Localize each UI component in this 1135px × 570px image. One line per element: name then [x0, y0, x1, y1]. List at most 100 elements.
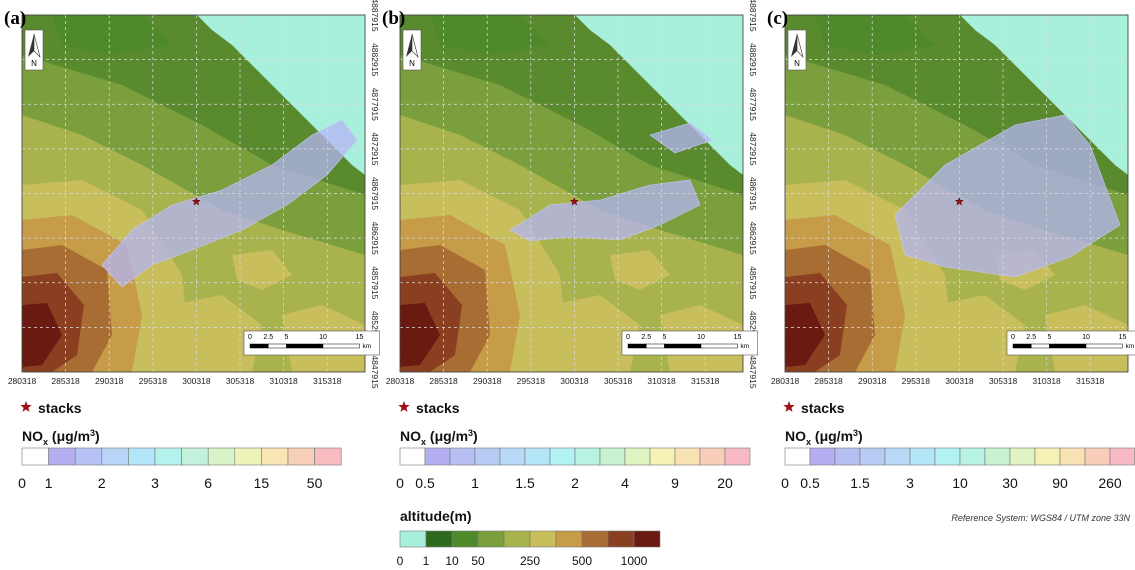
legend-label: 2 — [98, 475, 106, 491]
y-tick-label: 4847915 — [370, 355, 380, 388]
x-tick-label: 300318 — [945, 376, 974, 386]
legend-swatch — [575, 448, 600, 465]
y-tick-label: 4862915 — [370, 222, 380, 255]
x-tick-label: 310318 — [1032, 376, 1061, 386]
reference-system: Reference System: WGS84 / UTM zone 33N — [951, 513, 1130, 523]
legend-label: 0 — [396, 475, 404, 491]
altitude-label: 250 — [520, 554, 540, 568]
altitude-label: 50 — [471, 554, 485, 568]
panel-label: (a) — [4, 8, 26, 29]
x-tick-label: 280318 — [771, 376, 800, 386]
legend-title-part: (μg/m — [811, 428, 853, 444]
scale-bar-label: 15 — [356, 334, 364, 341]
legend-swatch — [525, 448, 550, 465]
legend-swatch — [985, 448, 1010, 465]
scale-bar-segment — [1031, 344, 1049, 348]
legend-swatch — [182, 448, 209, 465]
legend-label: 1.5 — [850, 475, 870, 491]
legend-label: 1 — [45, 475, 53, 491]
legend-swatch — [1060, 448, 1085, 465]
legend-swatch — [1085, 448, 1110, 465]
legend-title: NOx (μg/m3) — [785, 428, 863, 447]
altitude-label: 500 — [572, 554, 592, 568]
x-tick-label: 285318 — [51, 376, 80, 386]
scale-bar-label: 10 — [697, 334, 705, 341]
x-tick-label: 290318 — [858, 376, 887, 386]
altitude-swatch — [634, 531, 660, 547]
scale-bar-segment — [1013, 344, 1031, 348]
legend-label: 1 — [471, 475, 479, 491]
legend-title-part: ) — [95, 428, 100, 444]
scale-bar-segment — [1050, 344, 1087, 348]
x-tick-label: 295318 — [139, 376, 168, 386]
scale-bar-segment — [628, 344, 646, 348]
legend-swatch — [935, 448, 960, 465]
legend-swatch — [75, 448, 102, 465]
scale-bar-segment — [323, 344, 360, 348]
legend-swatch — [49, 448, 76, 465]
legend-stack-marker — [783, 401, 794, 412]
legend-label: 3 — [151, 475, 159, 491]
altitude-label: 1 — [423, 554, 430, 568]
y-tick-label: 4872915 — [370, 132, 380, 165]
legend-swatch — [700, 448, 725, 465]
page: 2803182853182903182953183003183053183103… — [0, 0, 1135, 570]
north-label: N — [409, 59, 415, 68]
scale-bar-label: 2.5 — [263, 334, 273, 341]
legend-swatch — [315, 448, 342, 465]
scale-bar-segment — [268, 344, 286, 348]
y-tick-label: 4847915 — [748, 355, 758, 388]
legend-label: 0.5 — [415, 475, 435, 491]
scale-bar-label: 5 — [1048, 334, 1052, 341]
legend-label: 0.5 — [800, 475, 820, 491]
x-tick-label: 300318 — [560, 376, 589, 386]
y-tick-label: 4867915 — [370, 177, 380, 210]
x-tick-label: 285318 — [429, 376, 458, 386]
altitude-swatch — [478, 531, 504, 547]
y-tick-label: 4867915 — [748, 177, 758, 210]
legend-swatch — [1110, 448, 1135, 465]
x-tick-label: 315318 — [1076, 376, 1105, 386]
legend-title-part: ) — [473, 428, 478, 444]
altitude-label: 10 — [445, 554, 459, 568]
x-tick-label: 280318 — [386, 376, 415, 386]
x-tick-label: 295318 — [902, 376, 931, 386]
x-tick-label: 315318 — [691, 376, 720, 386]
legend-swatch — [675, 448, 700, 465]
legend-label: 0 — [781, 475, 789, 491]
y-tick-label: 4862915 — [748, 222, 758, 255]
legend-label: 10 — [952, 475, 968, 491]
scale-bar-label: 2.5 — [641, 334, 651, 341]
y-tick-label: 4872915 — [748, 132, 758, 165]
legend-label: 4 — [621, 475, 629, 491]
y-tick-label: 4887915 — [748, 0, 758, 32]
altitude-swatch — [556, 531, 582, 547]
scale-bar-label: 15 — [1119, 334, 1127, 341]
legend-swatch — [500, 448, 525, 465]
panel-label: (c) — [767, 8, 788, 29]
map — [785, 15, 1128, 372]
y-tick-label: 4882915 — [370, 43, 380, 76]
legend-swatch — [625, 448, 650, 465]
x-tick-label: 310318 — [647, 376, 676, 386]
altitude-label: 0 — [397, 554, 404, 568]
y-tick-label: 4877915 — [748, 88, 758, 121]
x-tick-label: 280318 — [8, 376, 37, 386]
legend-swatch — [450, 448, 475, 465]
y-tick-label: 4882915 — [748, 43, 758, 76]
legend-label: 20 — [717, 475, 733, 491]
x-tick-label: 305318 — [226, 376, 255, 386]
scale-bar-segment — [287, 344, 324, 348]
legend-swatch — [288, 448, 315, 465]
x-tick-label: 300318 — [182, 376, 211, 386]
scale-bar-unit: km — [1126, 343, 1135, 350]
map-panel: 2803182853182903182953183003183053183103… — [8, 0, 380, 389]
scale-bar-label: 0 — [1011, 334, 1015, 341]
north-label: N — [31, 59, 37, 68]
legend-swatch — [22, 448, 49, 465]
legend-swatch — [261, 448, 288, 465]
scale-bar-segment — [250, 344, 268, 348]
legend-title: NOx (μg/m3) — [22, 428, 100, 447]
legend-title-part: NO — [22, 428, 43, 444]
legend-swatch — [650, 448, 675, 465]
